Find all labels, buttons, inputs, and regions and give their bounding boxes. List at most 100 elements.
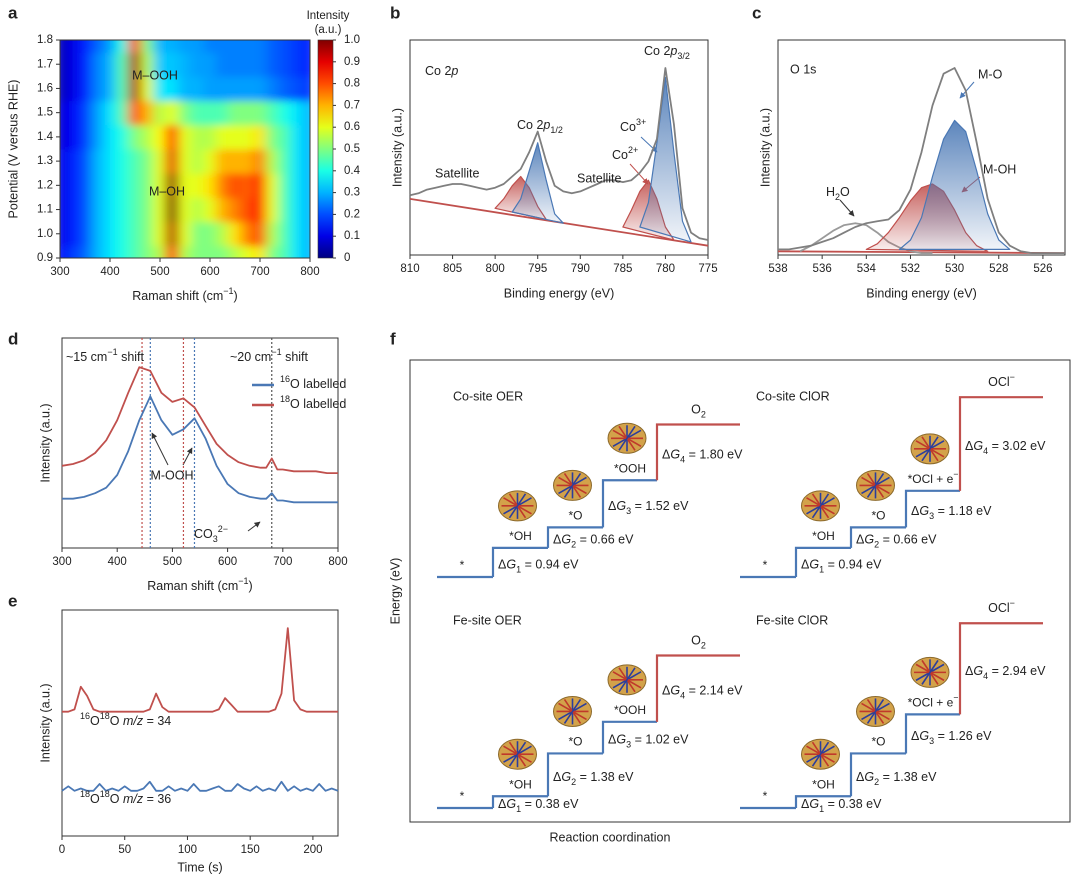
x-tick-label: 700 [273,556,292,568]
icon-bond [866,472,885,498]
text-part: − [1010,599,1015,609]
heat-cell [165,196,180,223]
text-part: O [90,714,100,728]
heat-cell [103,100,117,126]
heat-cell [265,196,280,223]
heat-cell [240,221,255,247]
line [62,395,338,504]
heat-cell [178,172,192,198]
icon-bond [508,493,527,519]
heat-cell [240,148,255,174]
icon-bond [921,659,939,685]
heat-cell [203,221,217,247]
text-part: Δ [498,558,506,572]
heat-cell [90,51,105,77]
energy-step [904,489,960,528]
heat-cell [128,75,142,102]
heat-cell [165,148,180,174]
x-tick-label: 800 [300,266,319,278]
heat-cell [265,75,280,102]
text-part: −1 [107,347,117,357]
text-part: = 1.52 eV [631,499,689,513]
text-part: O [691,403,701,417]
heat-cell [253,221,267,247]
panel-label: a [8,3,18,22]
text-part: G [616,733,626,747]
heat-cell [228,51,242,77]
heat-cell [203,51,217,77]
annotation: M-OH [983,162,1016,176]
heat-cell [78,40,92,53]
x-tick-label: 100 [178,844,197,856]
heat-cell [278,172,292,198]
heat-cell [60,124,67,150]
heat-cell [65,75,80,102]
heat-cell [165,245,180,258]
heat-cell [153,124,167,150]
annotation: M-O [978,67,1003,81]
heat-cell [253,148,267,174]
text-part: = 0.38 eV [521,797,579,811]
text-part: shift [282,350,309,364]
heat-cell [153,221,167,247]
x-tick-label: 800 [486,263,505,275]
text-part: Co 2 [517,118,543,132]
heat-cell [178,148,192,174]
step-label: ΔG3 = 1.02 eV [608,733,689,750]
heat-cell [190,124,205,150]
text-part: 1 [516,565,521,575]
heat-cell [190,75,205,102]
x-tick-label: 538 [768,263,787,275]
text-part: Δ [608,733,616,747]
heat-cell [78,75,92,102]
text-part: G [809,558,819,572]
heat-cell [265,51,280,77]
heat-cell [203,100,217,126]
heat-cell [140,172,155,198]
text-part: Co [620,120,636,134]
y-axis-label: Intensity (a.u.) [38,683,52,762]
x-tick-label: 400 [108,556,127,568]
arrow [182,447,193,466]
heat-cell [60,51,67,77]
heatmap [60,40,310,258]
text-part: 3 [929,511,934,521]
heat-cell [103,124,117,150]
heat-cell [115,148,130,174]
heat-cell [228,148,242,174]
heat-cell [228,196,242,223]
text-part: G [670,448,680,462]
state-label: *OH [509,529,532,543]
plot-frame [59,39,311,259]
state-label: *OH [812,777,835,791]
heat-cell [140,100,155,126]
text-part: G [616,499,626,513]
text-part: ~20 cm [230,350,271,364]
state-label: * [460,558,465,572]
panel-label: b [390,3,400,22]
heat-cell [165,51,180,77]
text-part: 1 [516,804,521,814]
step-label: ΔG4 = 3.02 eV [965,439,1046,456]
x-axis-label: Raman shift (cm−1) [147,576,252,593]
text-part: −1 [223,286,233,296]
text-part: OCl [988,602,1010,616]
heat-cell [115,172,130,198]
heat-cell [303,40,310,53]
heat-cell [65,221,80,247]
text-part: G [809,797,819,811]
x-axis-label: Binding energy (eV) [866,286,976,300]
x-tick-label: 500 [150,266,169,278]
heat-cell [140,196,155,223]
heat-cell [228,75,242,102]
heat-cell [153,51,167,77]
arrow [640,136,658,153]
y-tick-label: 1.2 [37,179,53,191]
heat-cell [265,100,280,126]
annotation: ~15 cm−1 shift [66,347,145,364]
heat-cell [253,245,267,258]
icon-bond [811,741,830,767]
text-part: Co [612,148,628,162]
text-part: 2 [571,540,576,550]
x-tick-label: 790 [571,263,590,275]
